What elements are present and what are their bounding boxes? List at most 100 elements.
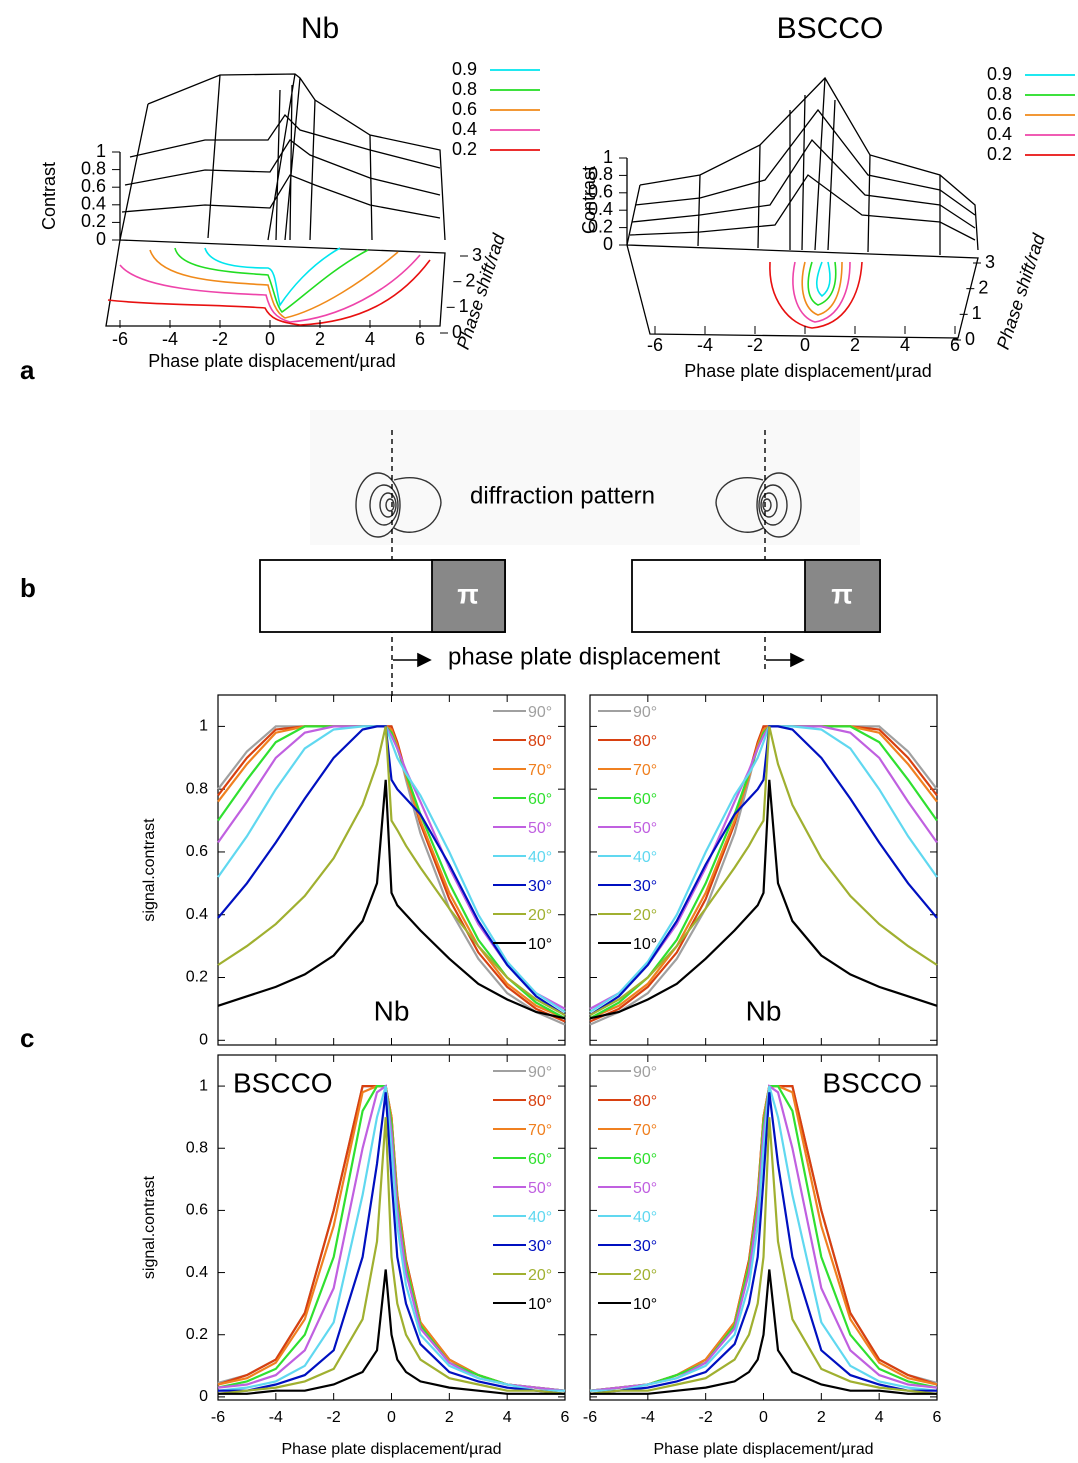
data-line [589, 1117, 938, 1395]
plot-title: BSCCO [777, 12, 884, 45]
data-line [217, 1085, 566, 1392]
x-tick-label: 6 [415, 329, 425, 349]
z-axis-label: Contrast [579, 166, 599, 234]
legend-label: 60° [633, 791, 657, 808]
z-tick-label: 0.6 [81, 176, 106, 196]
y-tick-label: 0.4 [186, 1264, 208, 1281]
data-line [217, 779, 566, 1020]
data-line [589, 725, 938, 1013]
legend-label: 20° [633, 907, 657, 924]
legend-label: 0.2 [987, 144, 1012, 164]
legend-label: 70° [528, 1122, 552, 1139]
x-tick-label: -4 [697, 335, 713, 355]
data-line [217, 725, 566, 1017]
panel-label: c [20, 1023, 34, 1053]
y-tick-label: 0.8 [186, 1139, 208, 1156]
legend-label: 0.9 [452, 59, 477, 79]
z-tick-label: 0.2 [588, 216, 613, 236]
x-tick-label: 2 [850, 335, 860, 355]
y-tick-label: 0 [199, 1388, 208, 1405]
x-tick-label: 4 [503, 1409, 512, 1426]
legend-label: 10° [528, 1296, 552, 1313]
legend-label: 80° [528, 1093, 552, 1110]
x-tick-label: 6 [950, 335, 960, 355]
data-line [589, 725, 938, 1010]
data-line [217, 725, 566, 1020]
annotation: BSCCO [233, 1067, 333, 1098]
diffraction-pattern [355, 472, 802, 538]
legend-label: 0.2 [452, 139, 477, 159]
x-tick-label: 6 [933, 1409, 942, 1426]
wireframe [105, 73, 446, 327]
y-tick-label: 0.6 [186, 1202, 208, 1219]
legend-label: 30° [528, 878, 552, 895]
legend-label: 20° [633, 1267, 657, 1284]
legend-label: 0.6 [987, 104, 1012, 124]
y-axis-label: signal.contrast [141, 1175, 158, 1279]
x-tick-label: -4 [641, 1409, 655, 1426]
annotation: BSCCO [822, 1067, 922, 1098]
legend-label: 10° [528, 936, 552, 953]
x-tick-label: 2 [315, 329, 325, 349]
legend-label: 80° [633, 1093, 657, 1110]
phase-region [431, 559, 506, 633]
data-line [590, 1085, 938, 1392]
legend-label: 60° [633, 1151, 657, 1168]
phase-region [804, 559, 881, 633]
legend-label: 40° [633, 1209, 657, 1226]
x-tick-label: -2 [327, 1409, 341, 1426]
z-tick-label: 0 [96, 229, 106, 249]
y-tick-label: 1 [972, 303, 982, 323]
legend-label: 90° [528, 1064, 552, 1081]
data-line [217, 725, 566, 1013]
x-tick-label: 4 [900, 335, 910, 355]
z-tick-label: 0 [603, 234, 613, 254]
data-line [589, 1085, 938, 1392]
x-tick-label: -2 [212, 329, 228, 349]
panel-label: a [20, 355, 35, 385]
pattern-label: diffraction pattern [470, 482, 655, 509]
data-line [589, 725, 938, 1017]
legend-label: 10° [633, 936, 657, 953]
x-tick-label: -2 [699, 1409, 713, 1426]
x-tick-label: -6 [647, 335, 663, 355]
x-tick-label: 2 [817, 1409, 826, 1426]
x-tick-label: 0 [265, 329, 275, 349]
annotation: Nb [374, 995, 410, 1026]
x-tick-label: -4 [269, 1409, 283, 1426]
legend-label: 40° [528, 1209, 552, 1226]
x-tick-label: 0 [387, 1409, 396, 1426]
y-tick-label: 1 [199, 1077, 208, 1094]
y-tick-label: 0.8 [186, 780, 208, 797]
z-tick-label: 0.6 [588, 182, 613, 202]
y-tick-label: 2 [978, 277, 988, 297]
y-axis-label: signal.contrast [141, 818, 158, 922]
x-tick-label: 6 [561, 1409, 570, 1426]
x-axis-label: Phase plate displacement/µrad [653, 1441, 873, 1458]
x-tick-label: 0 [759, 1409, 768, 1426]
wireframe [626, 76, 979, 339]
legend-label: 40° [633, 849, 657, 866]
y-tick-label: 0 [965, 329, 975, 349]
contour-lines [107, 247, 863, 329]
x-axis-label: Phase plate displacement/µrad [684, 361, 932, 381]
y-tick-label: 3 [985, 252, 995, 272]
data-line [217, 1085, 565, 1392]
legend-label: 30° [633, 1238, 657, 1255]
legend-label: 40° [528, 849, 552, 866]
x-axis-label: Phase plate displacement/µrad [148, 351, 396, 371]
legend-label: 50° [633, 1180, 657, 1197]
legend-label: 30° [633, 878, 657, 895]
data-line [217, 725, 566, 1020]
y-tick-label: 0.4 [186, 906, 208, 923]
z-tick-label: 1 [96, 141, 106, 161]
legend-label: 20° [528, 1267, 552, 1284]
y-tick-label: 0 [199, 1032, 208, 1049]
data-line [590, 1269, 937, 1395]
legend-label: 0.4 [452, 119, 477, 139]
plot-frame [217, 1054, 566, 1401]
legend-label: 30° [528, 1238, 552, 1255]
x-tick-label: -6 [112, 329, 128, 349]
legend-label: 0.9 [987, 64, 1012, 84]
